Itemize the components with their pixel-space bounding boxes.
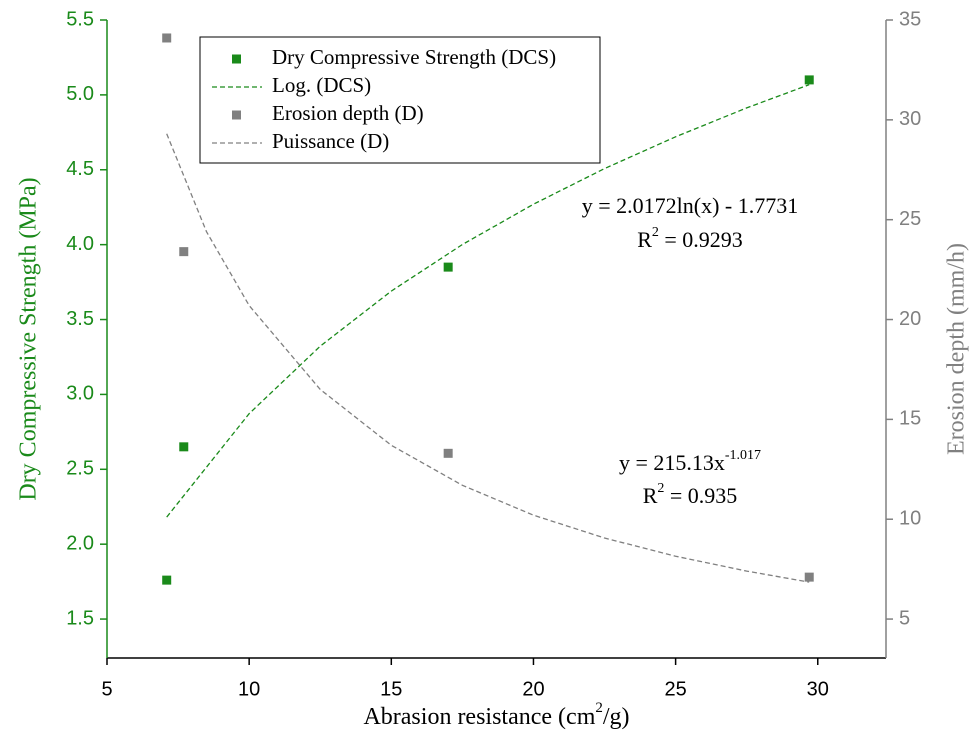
legend-label: Dry Compressive Strength (DCS) [272,45,556,69]
equation-sup: 2 [652,225,659,240]
trend-line [166,84,810,518]
x-axis-title: Abrasion resistance (cm2/g) [363,700,629,729]
data-point [804,75,814,85]
x-axis-title-tail: /g) [603,704,630,730]
equation-text: y = 2.0172ln(x) - 1.7731 [582,193,799,218]
legend-label: Erosion depth (D) [272,101,424,125]
x-tick-label: 10 [238,678,260,700]
data-point [804,572,814,582]
x-tick-label: 15 [380,678,402,700]
y-tick-label: 1.5 [66,607,94,629]
y-tick-label: 5.0 [66,83,94,105]
y2-tick-label: 15 [899,408,921,430]
equation-tail: = 0.935 [664,483,737,508]
y2-tick-label: 10 [899,507,921,529]
equation: y = 215.13x-1.017 [619,448,761,475]
y2-tick-label: 20 [899,308,921,330]
y-tick-label: 3.5 [66,308,94,330]
x-tick-label: 20 [522,678,544,700]
equation: R2 = 0.935 [643,481,738,508]
legend-marker [232,54,241,64]
x-axis-title-text: Abrasion resistance (cm [363,704,595,730]
y-tick-label: 2.5 [66,458,94,480]
legend-label: Log. (DCS) [272,73,371,97]
y-tick-label: 4.5 [66,158,94,180]
x-tick-label: 25 [664,678,686,700]
x-tick-label: 5 [101,678,112,700]
y-tick-label: 3.0 [66,383,94,405]
equation-sup: 2 [657,481,664,496]
data-point [179,247,189,257]
legend-box [199,36,601,164]
trend-line [166,133,810,583]
data-point [179,442,189,452]
equation-text: R [637,227,652,252]
y2-axis-title: Erosion depth (mm/h) [944,243,970,455]
y2-tick-label: 25 [899,208,921,230]
equation-tail: = 0.9293 [659,227,743,252]
equation-sup: -1.017 [725,448,761,463]
y2-tick-label: 30 [899,108,921,130]
y2-tick-label: 35 [899,8,921,30]
data-point [443,448,453,458]
y-tick-label: 2.0 [66,532,94,554]
equation: y = 2.0172ln(x) - 1.7731 [582,193,799,218]
equation-text: y = 215.13x [619,450,725,475]
x-axis-title-sup: 2 [595,700,603,716]
y-axis-title: Dry Compressive Strength (MPa) [16,177,42,500]
data-point [162,575,172,585]
data-point [443,262,453,272]
data-point [162,33,172,43]
equation-text: R [643,483,658,508]
y-tick-label: 5.5 [66,8,94,30]
y2-tick-label: 5 [899,607,910,629]
legend-label: Puissance (D) [272,129,389,153]
y-tick-label: 4.0 [66,233,94,255]
x-tick-label: 30 [807,678,829,700]
equation: R2 = 0.9293 [637,225,743,252]
legend-marker [232,110,241,120]
